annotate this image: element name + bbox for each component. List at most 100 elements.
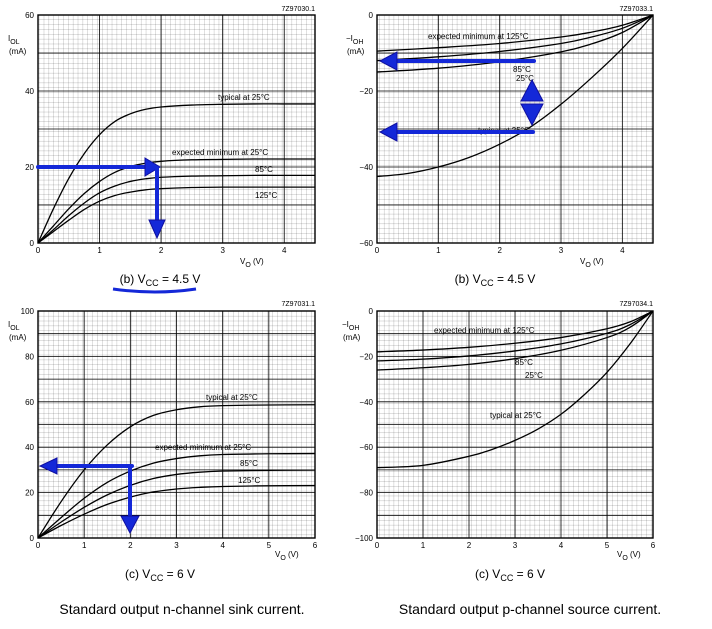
series-label: expected minimum at 25°C [172, 148, 268, 157]
x-tick-label: 4 [620, 246, 625, 255]
x-tick-label: 0 [375, 541, 380, 550]
series-label: 25°C [516, 74, 534, 83]
figure-code: 7Z97033.1 [620, 6, 654, 13]
y-tick-label: −40 [359, 398, 373, 407]
x-axis-label: VO (V) [580, 257, 604, 269]
x-tick-label: 0 [36, 246, 41, 255]
x-tick-label: 4 [559, 541, 564, 550]
series-label: 85°C [515, 358, 533, 367]
chart-caption: (b) VCC = 4.5 V [120, 272, 201, 288]
y-tick-label: 0 [369, 307, 374, 316]
x-tick-label: 0 [375, 246, 380, 255]
plot-frame [376, 310, 654, 539]
x-tick-label: 2 [467, 541, 472, 550]
series-label: 85°C [240, 459, 258, 468]
series-line [37, 404, 316, 539]
y-axis-label: IOL [8, 320, 20, 332]
arrow-head [378, 122, 398, 142]
series-label: expected minimum at 25°C [155, 443, 251, 452]
plot-frame [37, 14, 316, 244]
x-tick-label: 0 [36, 541, 41, 550]
x-tick-label: 3 [513, 541, 518, 550]
series-line [37, 186, 315, 244]
series-line [37, 452, 316, 539]
chart-caption: (b) VCC = 4.5 V [455, 272, 536, 288]
series-line [376, 14, 654, 73]
y-tick-label: 40 [25, 443, 34, 452]
series-label: 25°C [525, 371, 543, 380]
y-tick-label: 0 [30, 534, 35, 543]
x-tick-label: 2 [497, 246, 502, 255]
series-label: expected minimum at 125°C [434, 326, 535, 335]
x-tick-label: 2 [159, 246, 164, 255]
x-axis-label: VO (V) [617, 550, 641, 562]
y-axis-unit: (mA) [9, 333, 27, 342]
y-axis-unit: (mA) [347, 47, 365, 56]
figure-code: 7Z97034.1 [620, 301, 654, 308]
y-tick-label: 60 [25, 11, 34, 20]
series-line [376, 310, 654, 362]
left-footer-caption: Standard output n-channel sink current. [59, 601, 304, 617]
x-axis-label: VO (V) [275, 550, 299, 562]
y-tick-label: −60 [359, 443, 373, 452]
arrow-head [378, 51, 398, 71]
arrow-head [520, 78, 544, 102]
y-tick-label: 80 [25, 352, 34, 361]
series-line [376, 14, 654, 52]
chart-caption: (c) VCC = 6 V [475, 567, 545, 583]
arrow-head [148, 219, 166, 240]
y-axis-label: −IOH [346, 34, 363, 46]
series-line [376, 310, 654, 371]
y-axis-label: IOL [8, 34, 20, 46]
x-tick-label: 1 [82, 541, 87, 550]
y-tick-label: 0 [369, 11, 374, 20]
series-line [37, 484, 316, 539]
series-label: 85°C [255, 165, 273, 174]
series-line [376, 14, 654, 178]
y-tick-label: −100 [355, 534, 374, 543]
x-axis-label: VO (V) [240, 257, 264, 269]
series-line [376, 310, 654, 469]
series-label: 125°C [255, 191, 278, 200]
y-axis-unit: (mA) [343, 333, 361, 342]
underline-mark [112, 287, 197, 294]
chart-br: 0 1 2 3 4 5 6 0 −20 −40 −60 −80 −100 7Z97034.1 −IOH(mA… [342, 301, 656, 583]
x-tick-label: 1 [436, 246, 441, 255]
series-label: typical at 25°C [206, 393, 258, 402]
y-tick-label: −40 [359, 163, 373, 172]
figure-code: 7Z97030.1 [282, 6, 316, 13]
x-tick-label: 2 [128, 541, 133, 550]
series-label: typical at 25°C [490, 411, 542, 420]
series-label: 85°C [513, 65, 531, 74]
y-tick-label: 20 [25, 489, 34, 498]
series-line [376, 14, 654, 62]
y-tick-label: 60 [25, 398, 34, 407]
y-tick-label: −60 [359, 239, 373, 248]
arrow-head [520, 103, 544, 127]
x-tick-label: 3 [559, 246, 564, 255]
series-line [37, 469, 316, 539]
x-tick-label: 6 [651, 541, 656, 550]
series-label: 125°C [238, 476, 261, 485]
series-label: expected minimum at 125°C [428, 32, 529, 41]
y-tick-label: 0 [30, 239, 35, 248]
y-tick-label: −20 [359, 352, 373, 361]
figure-code: 7Z97031.1 [282, 301, 316, 308]
chart-caption: (c) VCC = 6 V [125, 567, 195, 583]
x-tick-label: 1 [421, 541, 426, 550]
x-tick-label: 6 [313, 541, 318, 550]
chart-tr: 0 1 2 3 4 0 −20 −40 −60 7Z97033.1 −IOH(mA) VO (V) (b… [346, 6, 654, 288]
y-tick-label: 20 [25, 163, 34, 172]
plot-frame [37, 310, 316, 539]
annotation-arrows [36, 51, 544, 535]
y-axis-unit: (mA) [9, 47, 27, 56]
y-axis-label: −IOH [342, 320, 359, 332]
series-line [376, 310, 654, 353]
y-tick-label: −80 [359, 489, 373, 498]
series-label: typical at 25°C [218, 93, 270, 102]
series-line [37, 103, 315, 244]
arrow-head [120, 515, 140, 535]
right-footer-caption: Standard output p-channel source current… [399, 601, 661, 617]
